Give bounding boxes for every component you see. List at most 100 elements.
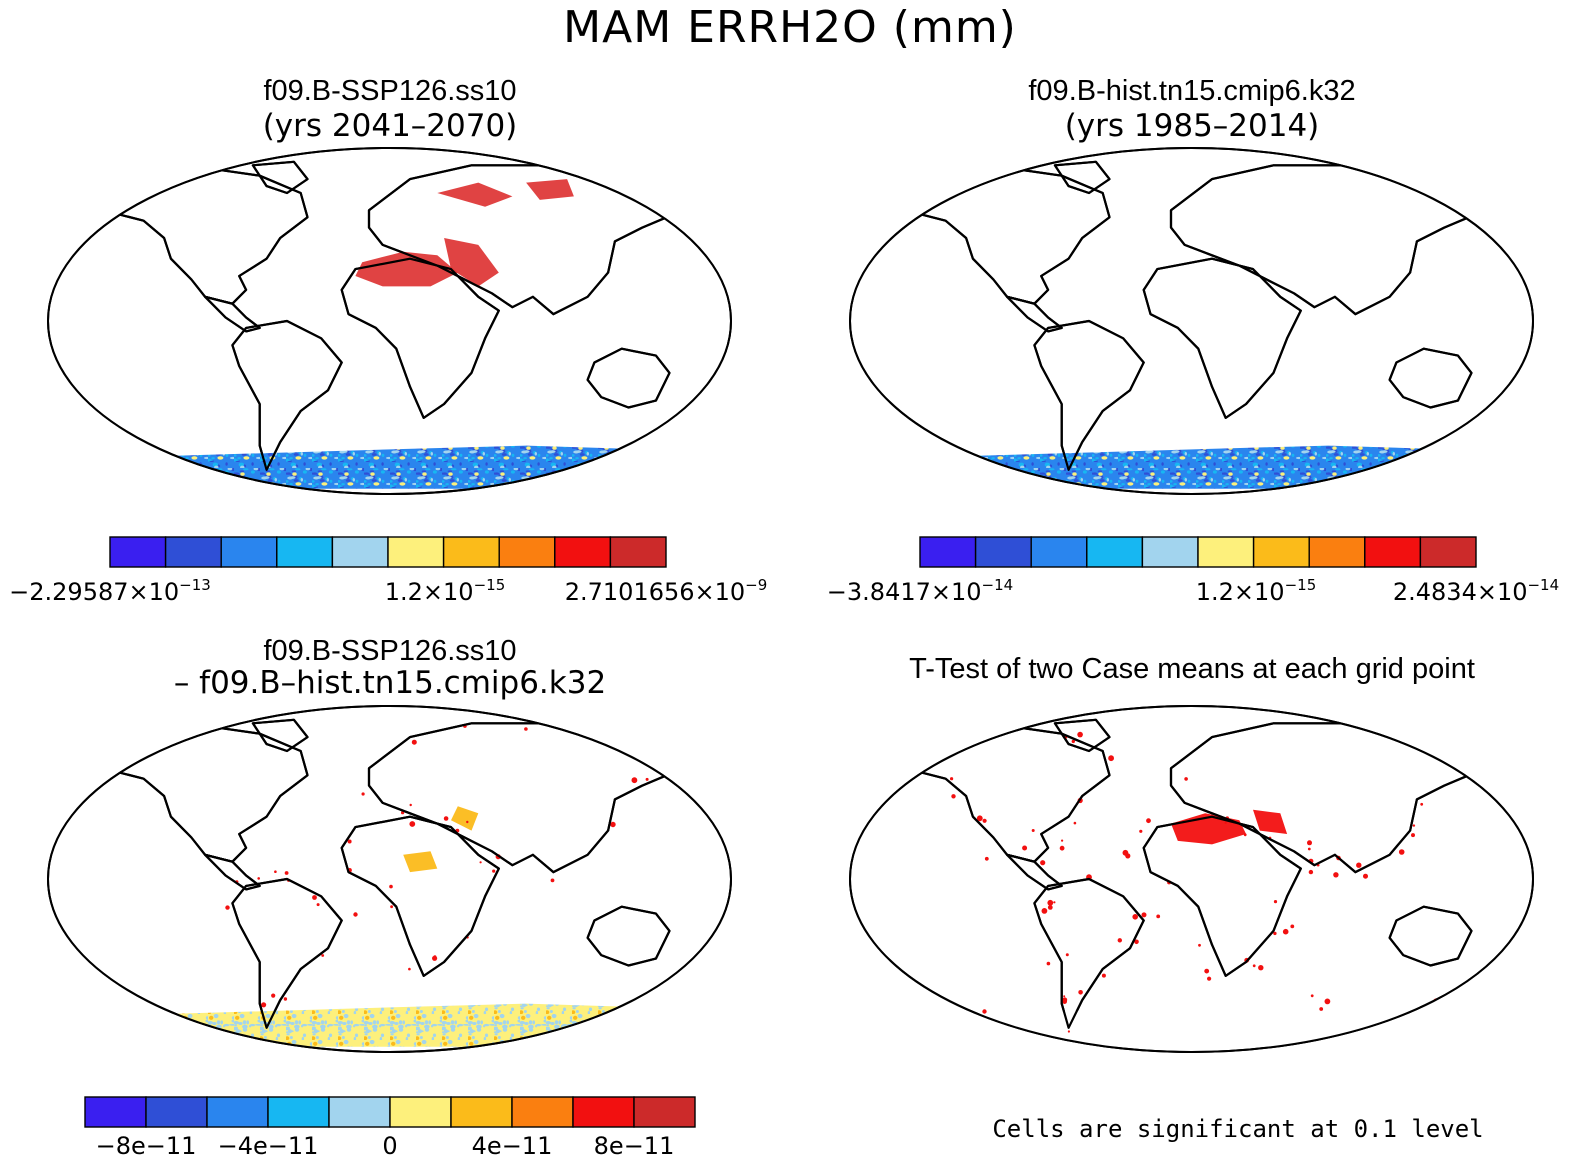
- colorbar-swatch: [206, 1096, 269, 1128]
- colorbar-swatch: [974, 536, 1032, 568]
- sig-cell: [1258, 965, 1264, 971]
- hotspot: [271, 993, 276, 998]
- sig-cell: [1324, 998, 1331, 1005]
- sig-cell: [1273, 900, 1278, 904]
- hotspot: [466, 820, 469, 824]
- sig-cell: [1307, 840, 1312, 846]
- coastline-centralAmerica: [1005, 853, 1063, 891]
- world-map: [849, 705, 1534, 1053]
- colorbar-swatch: [276, 536, 334, 568]
- hotspot: [274, 870, 277, 873]
- colorbar-swatch: [1086, 536, 1144, 568]
- coastline-australia: [1388, 905, 1473, 967]
- colorbar-swatch: [572, 1096, 635, 1128]
- sig-cell: [1067, 1030, 1070, 1033]
- colorbar-swatch: [387, 536, 445, 568]
- map-border: [849, 147, 1534, 495]
- significance-note: Cells are significant at 0.1 level: [992, 1115, 1483, 1143]
- sig-cell: [1495, 1018, 1501, 1024]
- coastline-greenland: [1053, 160, 1111, 195]
- sig-cell: [1047, 905, 1053, 910]
- sig-cell: [1333, 872, 1339, 878]
- coastline-australia: [1388, 347, 1473, 409]
- hotspot: [390, 905, 393, 909]
- sig-cell: [1485, 1040, 1491, 1046]
- coastline-southAmerica: [1033, 319, 1145, 471]
- colorbar-tick: 4e−11: [472, 1132, 553, 1160]
- sig-cell: [1101, 973, 1106, 978]
- panel-case1: f09.B-SSP126.ss10 (yrs 2041–2070) −2.295…: [9, 75, 767, 606]
- panel-subtitle: (yrs 2041–2070): [263, 108, 518, 144]
- map-border: [47, 705, 732, 1053]
- coastline-centralAmerica: [204, 295, 261, 333]
- sig-cell: [956, 1007, 960, 1010]
- sig-cell: [982, 818, 987, 823]
- hotspot: [409, 821, 416, 827]
- colorbar-label: 2.4834×10−14: [1393, 576, 1559, 606]
- colorbar-swatch: [1308, 536, 1366, 568]
- colorbar-swatch: [511, 1096, 574, 1128]
- sig-cell: [1063, 995, 1066, 998]
- sig-cell: [950, 777, 954, 781]
- colorbar-tick: 8e−11: [594, 1132, 675, 1160]
- coastline-australia: [586, 905, 671, 967]
- colorbar-swatch: [1141, 536, 1199, 568]
- sig-cell: [1139, 829, 1143, 833]
- sig-cell: [886, 1017, 892, 1024]
- sig-cell: [976, 815, 983, 822]
- sig-cell: [1420, 802, 1424, 806]
- sig-cell: [1460, 745, 1466, 751]
- coastline-northAmerica: [917, 725, 1111, 863]
- panel-title: f09.B-SSP126.ss10: [263, 75, 516, 107]
- hotspot: [444, 238, 499, 287]
- coastline-greenland: [251, 718, 309, 753]
- colorbar-swatch: [450, 1096, 513, 1128]
- colorbar-swatch: [220, 536, 278, 568]
- hotspot: [433, 955, 437, 959]
- hotspot: [257, 877, 261, 880]
- sig-cell: [951, 794, 956, 799]
- sig-cell: [1146, 818, 1151, 824]
- sig-cell: [1319, 1007, 1324, 1011]
- panel-title: T-Test of two Case means at each grid po…: [909, 653, 1475, 685]
- sig-cell: [1059, 845, 1065, 851]
- map-outline: [47, 705, 732, 1053]
- hotspot: [443, 816, 449, 821]
- hotspot: [283, 997, 288, 1001]
- colorbar-swatch: [84, 1096, 147, 1128]
- panel-title: f09.B-hist.tn15.cmip6.k32: [1028, 75, 1355, 107]
- colorbar-label: 1.2×10−15: [1196, 576, 1316, 606]
- colorbar-tick: −4e−11: [218, 1132, 319, 1160]
- sig-cell: [1061, 839, 1064, 842]
- coastline-northAmerica: [115, 167, 309, 305]
- sig-cell: [1252, 964, 1256, 968]
- map-outline: [849, 705, 1534, 1053]
- coastline-northAmerica: [115, 725, 309, 863]
- colorbar-swatch: [267, 1096, 330, 1128]
- world-map: [47, 705, 732, 1053]
- colorbar: −2.29587×10−13 1.2×10−15 2.7101656×10−9: [9, 536, 768, 606]
- colorbar-label: 1.2×10−15: [385, 576, 505, 606]
- sig-cell: [1184, 777, 1188, 781]
- sig-cell: [1156, 914, 1161, 919]
- colorbar-label: 2.7101656×10−9: [565, 576, 768, 606]
- colorbar-swatch: [609, 536, 667, 568]
- panel-difference: f09.B-SSP126.ss10 – f09.B–hist.tn15.cmip…: [47, 635, 732, 1160]
- sig-cell: [1282, 928, 1289, 935]
- panel-subtitle: (yrs 1985–2014): [1065, 108, 1320, 144]
- panel-subtitle: – f09.B–hist.tn15.cmip6.k32: [174, 665, 606, 701]
- sig-cell: [1273, 931, 1277, 936]
- sig-cell: [1047, 899, 1054, 906]
- hotspot: [437, 182, 513, 207]
- hotspot: [479, 861, 482, 864]
- sig-cell: [1204, 968, 1210, 974]
- panel-ttest: T-Test of two Case means at each grid po…: [849, 653, 1534, 1143]
- hotspot: [321, 954, 325, 957]
- coastline-greenland: [1053, 718, 1111, 753]
- colorbar: −3.8417×10−14 1.2×10−15 2.4834×10−14: [827, 536, 1559, 606]
- colorbar-swatch: [498, 536, 556, 568]
- colorbar-swatch: [1419, 536, 1477, 568]
- sig-cell: [1483, 1049, 1488, 1052]
- sig-cell: [1022, 845, 1028, 851]
